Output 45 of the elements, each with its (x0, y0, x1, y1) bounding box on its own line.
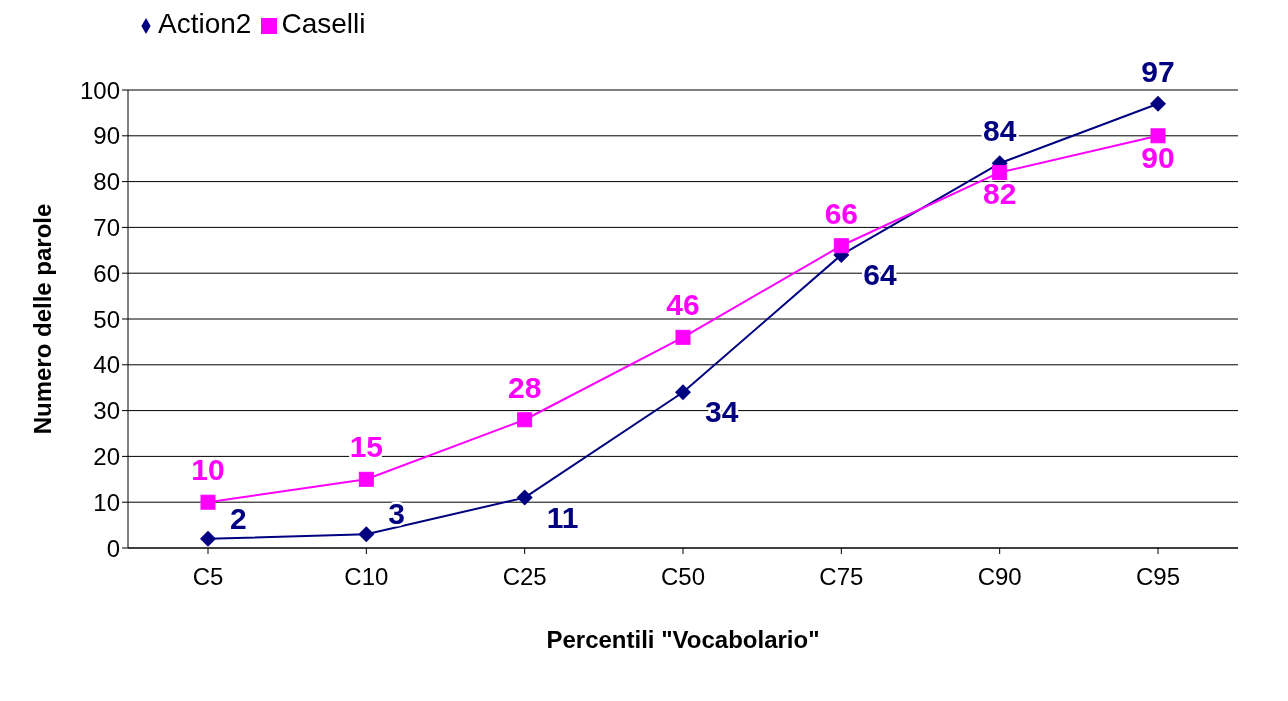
x-axis-title: Percentili "Vocabolario" (546, 626, 820, 653)
point (675, 384, 691, 401)
data-label: 66 (824, 196, 859, 230)
y-tick-label: 20 (93, 442, 120, 470)
x-tick-label: C10 (344, 563, 389, 591)
point (675, 329, 691, 345)
data-label: 90 (1141, 140, 1175, 174)
point (833, 238, 849, 254)
data-label: 28 (507, 370, 542, 404)
point (516, 489, 533, 506)
y-tick-label: 30 (93, 397, 120, 425)
x-tick-label: C25 (502, 563, 547, 591)
x-tick-label: C95 (1135, 563, 1181, 591)
legend-label: Action2 (158, 8, 252, 39)
y-tick-label: 40 (93, 351, 120, 379)
x-tick-label: C90 (977, 563, 1022, 591)
point (1150, 95, 1166, 112)
point (517, 412, 533, 428)
data-label: 11 (546, 500, 579, 534)
y-tick-label: 90 (93, 122, 120, 150)
y-tick-label: 60 (93, 259, 120, 287)
data-label: 82 (982, 177, 1017, 211)
point (358, 471, 374, 487)
data-label: 97 (1141, 54, 1175, 88)
y-tick-label: 70 (93, 213, 120, 241)
data-label: 2 (230, 501, 247, 535)
point (992, 164, 1008, 180)
y-axis-title: Numero delle parole (28, 203, 56, 435)
y-tick-label: 0 (106, 534, 120, 562)
data-label: 10 (191, 453, 225, 487)
point (200, 494, 216, 510)
y-tick-label: 50 (93, 305, 120, 333)
y-tick-label: 100 (79, 76, 120, 104)
y-tick-label: 80 (93, 168, 120, 196)
point (1150, 128, 1166, 144)
x-tick-label: C50 (660, 563, 706, 591)
data-label: 3 (388, 497, 406, 531)
legend-label: Caselli (281, 8, 366, 39)
data-label: 15 (349, 430, 384, 464)
x-tick-label: C5 (192, 563, 224, 591)
point (358, 526, 375, 543)
point (200, 530, 216, 547)
data-label: 46 (666, 288, 700, 322)
x-tick-label: C75 (819, 563, 864, 591)
y-tick-label: 10 (93, 488, 120, 516)
